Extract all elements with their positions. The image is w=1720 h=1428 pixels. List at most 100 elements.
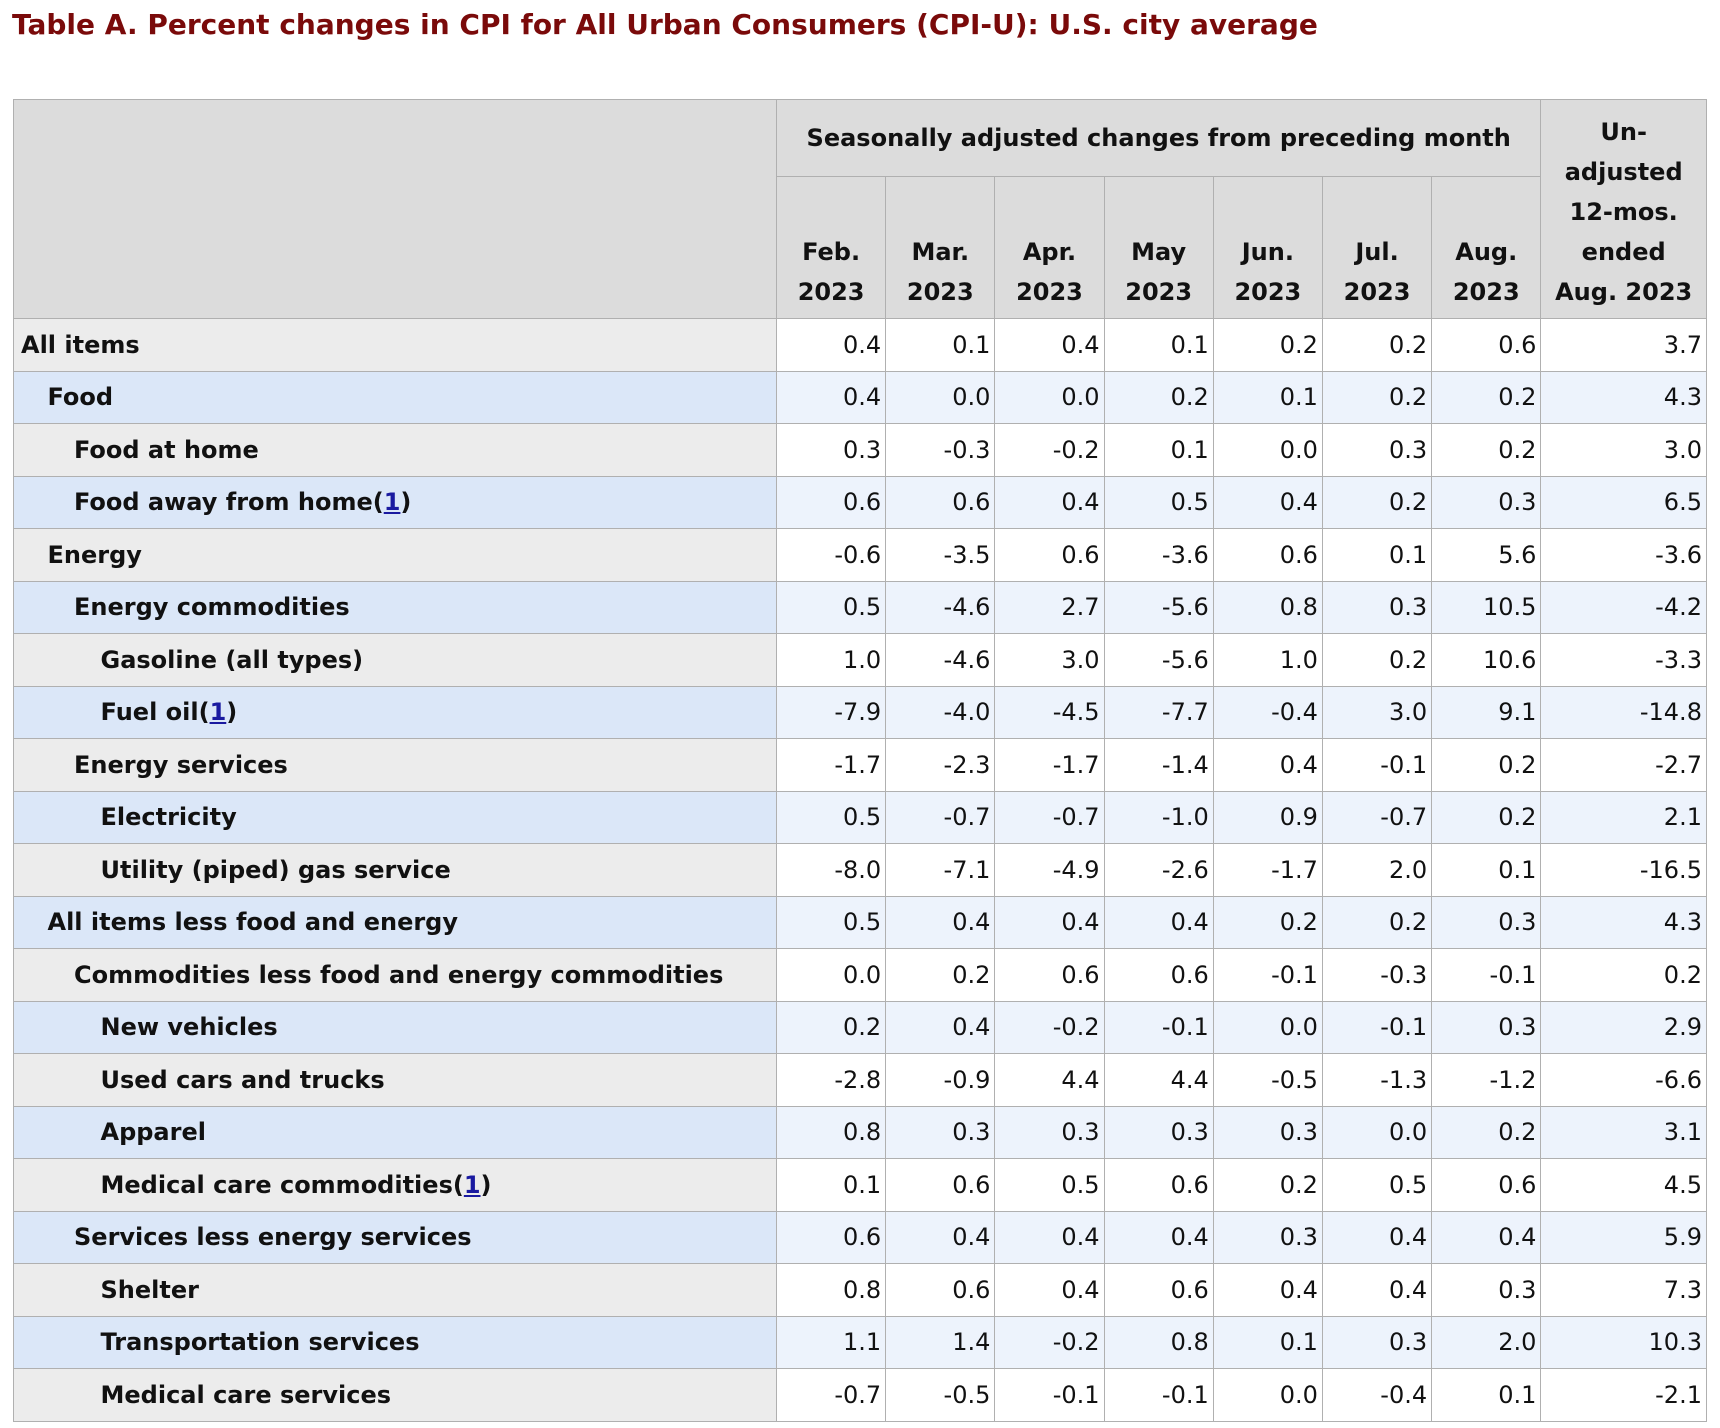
row-label: Gasoline (all types) (100, 645, 364, 674)
value-cell: -4.6 (885, 633, 996, 687)
row-label-cell: Utility (piped) gas service (13, 843, 777, 897)
value-cell: 1.4 (885, 1315, 996, 1369)
footnote-link[interactable]: 1 (209, 698, 227, 727)
table-row: Electricity 0.5 -0.7 -0.7 -1.0 0.9 -0.7 0.2 2.1 (13, 790, 1707, 844)
table-row: Commodities less food and energy commodi… (13, 948, 1707, 1002)
value-cell: 3.0 (1321, 685, 1433, 739)
header-corner (13, 99, 777, 319)
footnote-paren: ( (452, 1170, 464, 1199)
header-line: ended (1581, 238, 1666, 266)
value-cell: 0.3 (775, 423, 887, 477)
table-row: Gasoline (all types) 1.0 -4.6 3.0 -5.6 1.0 0.2… (13, 633, 1707, 687)
value-cell: 0.1 (1103, 318, 1214, 372)
value-cell: 4.3 (1540, 895, 1707, 949)
value-cell: 0.2 (1321, 318, 1433, 372)
value-cell: 0.9 (1212, 790, 1323, 844)
footnote-link[interactable]: 1 (383, 488, 401, 517)
footnote-link[interactable]: 1 (463, 1170, 481, 1199)
value-cell: 4.5 (1540, 1158, 1707, 1212)
footnote-paren: ) (480, 1170, 492, 1199)
footnote-paren: ) (400, 488, 412, 517)
value-cell: -0.7 (1321, 790, 1433, 844)
value-cell: 2.9 (1540, 1000, 1707, 1054)
value-cell: 0.3 (1212, 1210, 1323, 1264)
value-cell: 1.0 (775, 633, 887, 687)
column-header: May 2023 (1103, 176, 1214, 319)
header-line: 2023 (1125, 278, 1193, 306)
value-cell: 4.4 (994, 1053, 1105, 1107)
row-label-cell: Commodities less food and energy commodi… (13, 948, 777, 1002)
column-header: Apr. 2023 (994, 176, 1105, 319)
value-cell: 0.4 (1321, 1263, 1433, 1317)
value-cell: 0.3 (1431, 895, 1542, 949)
value-cell: 0.4 (1212, 1263, 1323, 1317)
value-cell: 0.3 (1103, 1105, 1214, 1159)
value-cell: 0.2 (1431, 370, 1542, 424)
table-row: Used cars and trucks -2.8 -0.9 4.4 4.4 -0.5 -1… (13, 1053, 1707, 1107)
row-label: Fuel oil (100, 698, 199, 727)
value-cell: 0.0 (1212, 1368, 1323, 1422)
value-cell: 0.6 (885, 1158, 996, 1212)
row-label: Medical care commodities (100, 1170, 453, 1199)
value-cell: -2.7 (1540, 738, 1707, 792)
value-cell: 1.1 (775, 1315, 887, 1369)
value-cell: 0.4 (994, 895, 1105, 949)
value-cell: 0.3 (1431, 1263, 1542, 1317)
value-cell: 1.0 (1212, 633, 1323, 687)
value-cell: 0.0 (885, 370, 996, 424)
footnote-paren: ( (372, 488, 384, 517)
table-row: All items 0.4 0.1 0.4 0.1 0.2 0.2 0.6 3.7 (13, 318, 1707, 372)
value-cell: -0.7 (885, 790, 996, 844)
row-label-cell: Transportation services (13, 1315, 777, 1369)
value-cell: 0.6 (885, 1263, 996, 1317)
value-cell: 0.4 (1431, 1210, 1542, 1264)
row-label: Food (47, 383, 114, 412)
value-cell: 0.4 (775, 318, 887, 372)
value-cell: 0.2 (885, 948, 996, 1002)
value-cell: 0.4 (885, 895, 996, 949)
value-cell: 0.3 (1431, 475, 1542, 529)
value-cell: 0.4 (775, 370, 887, 424)
value-cell: 0.3 (1321, 423, 1433, 477)
value-cell: -14.8 (1540, 685, 1707, 739)
value-cell: -16.5 (1540, 843, 1707, 897)
value-cell: -0.1 (1103, 1000, 1214, 1054)
header-line: Un- (1600, 118, 1647, 146)
value-cell: -3.6 (1540, 528, 1707, 582)
table-row: Food at home 0.3 -0.3 -0.2 0.1 0.0 0.3 0.2 3.0 (13, 423, 1707, 477)
row-label-cell: All items (13, 318, 777, 372)
value-cell: 4.4 (1103, 1053, 1214, 1107)
value-cell: -4.0 (885, 685, 996, 739)
value-cell: 0.8 (775, 1105, 887, 1159)
header-line: 2023 (1343, 278, 1411, 306)
row-label-cell: Energy (13, 528, 777, 582)
value-cell: 0.1 (1103, 423, 1214, 477)
row-label: Apparel (100, 1118, 206, 1147)
column-header: Jul. 2023 (1321, 176, 1433, 319)
row-label-cell: Medical care commodities(1) (13, 1158, 777, 1212)
value-cell: 9.1 (1431, 685, 1542, 739)
row-label-cell: Fuel oil(1) (13, 685, 777, 739)
value-cell: 0.8 (775, 1263, 887, 1317)
value-cell: -0.6 (775, 528, 887, 582)
header-row: Seasonally adjusted changes from precedi… (13, 99, 1707, 319)
value-cell: 0.3 (1321, 1315, 1433, 1369)
value-cell: 0.1 (1212, 370, 1323, 424)
value-cell: 0.6 (1212, 528, 1323, 582)
value-cell: -1.7 (1212, 843, 1323, 897)
value-cell: 10.6 (1431, 633, 1542, 687)
header-line: Aug. (1455, 238, 1518, 266)
value-cell: 0.3 (1212, 1105, 1323, 1159)
row-label-cell: Energy commodities (13, 580, 777, 634)
value-cell: 5.6 (1431, 528, 1542, 582)
table-row: Services less energy services 0.6 0.4 0.4 0.… (13, 1210, 1707, 1264)
value-cell: 0.4 (1103, 895, 1214, 949)
value-cell: 0.2 (1212, 1158, 1323, 1212)
value-cell: 2.7 (994, 580, 1105, 634)
value-cell: -0.1 (1321, 1000, 1433, 1054)
value-cell: 0.4 (885, 1000, 996, 1054)
value-cell: 0.6 (885, 475, 996, 529)
row-label: Electricity (100, 803, 237, 832)
value-cell: 3.1 (1540, 1105, 1707, 1159)
